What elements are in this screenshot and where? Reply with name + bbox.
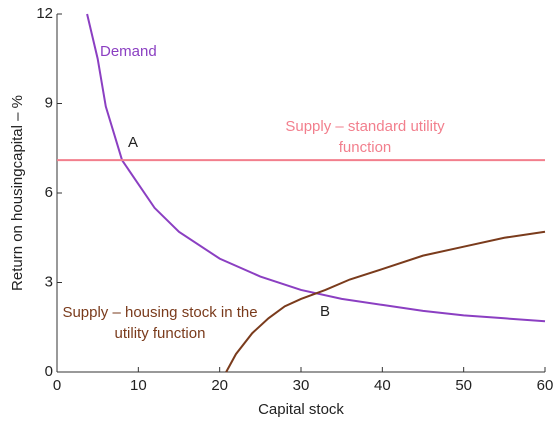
point-label: A <box>128 134 138 151</box>
x-tick-label: 20 <box>211 377 228 394</box>
x-tick-label: 10 <box>130 377 147 394</box>
series-line <box>225 230 546 373</box>
y-tick-label: 0 <box>45 363 53 380</box>
series-line <box>86 13 546 323</box>
x-tick-label: 60 <box>537 377 554 394</box>
y-tick-label: 9 <box>45 94 53 111</box>
y-tick-label: 3 <box>45 273 53 290</box>
y-tick-label: 12 <box>36 5 53 22</box>
x-tick-label: 50 <box>455 377 472 394</box>
y-axis-label: Return on housingcapital – % <box>9 95 26 291</box>
x-axis-label: Capital stock <box>258 401 344 418</box>
series-label: Supply – housing stock in the utility fu… <box>62 304 258 342</box>
x-tick-label: 0 <box>53 377 61 394</box>
x-tick-label: 30 <box>293 377 310 394</box>
series-label: Supply – standard utility function <box>285 118 445 156</box>
x-tick-label: 40 <box>374 377 391 394</box>
point-label: B <box>320 303 330 320</box>
series-label: Demand <box>100 43 157 60</box>
y-tick-label: 6 <box>45 184 53 201</box>
